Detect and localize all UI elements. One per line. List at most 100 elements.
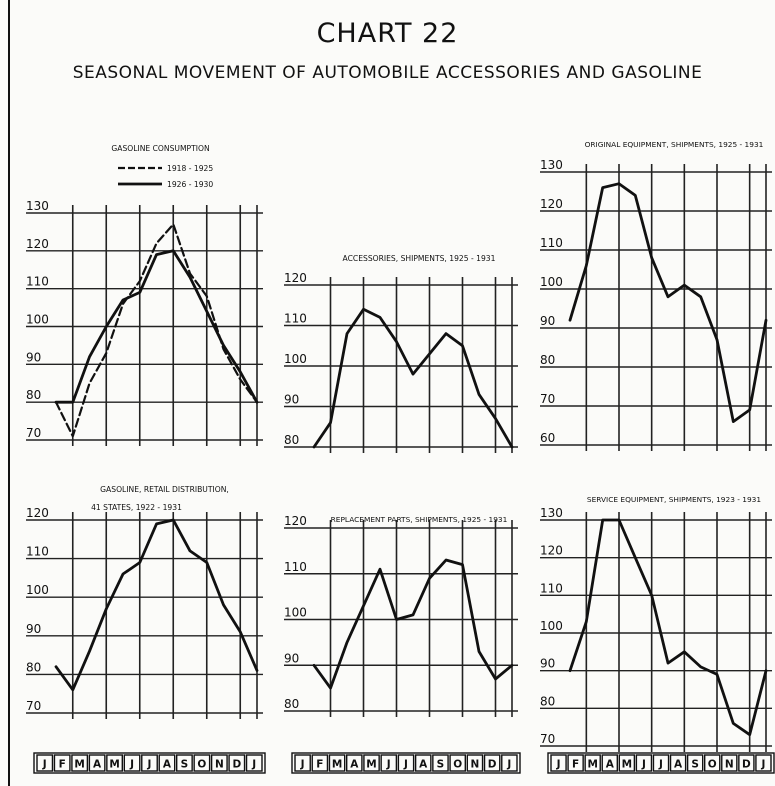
month-box	[686, 754, 704, 772]
month-box	[345, 754, 363, 772]
month-box	[618, 754, 636, 772]
y-tick-label: 90	[284, 393, 299, 407]
month-box	[550, 754, 567, 772]
month-box	[483, 754, 501, 772]
y-tick-label: 70	[26, 426, 41, 440]
month-label: J	[641, 759, 646, 771]
legend-label: 1918 - 1925	[167, 164, 213, 173]
month-box	[228, 754, 246, 772]
month-label: N	[471, 759, 480, 771]
month-label: J	[251, 759, 256, 771]
month-label: F	[572, 759, 579, 771]
month-axis-frame	[547, 752, 775, 774]
y-tick-label: 80	[26, 660, 41, 674]
month-label: F	[59, 759, 66, 771]
month-box	[466, 754, 484, 772]
series-line-1	[54, 223, 259, 438]
y-tick-label: 110	[540, 581, 563, 595]
month-label: J	[129, 759, 134, 771]
month-box	[193, 754, 211, 772]
month-box	[71, 754, 89, 772]
month-box	[601, 754, 619, 772]
month-label: S	[437, 759, 445, 771]
series-line-1	[312, 307, 514, 449]
y-tick-label: 100	[540, 275, 563, 289]
month-box	[567, 754, 584, 772]
panel-title: ACCESSORIES, SHIPMENTS, 1925 - 1931	[343, 254, 496, 263]
month-label: N	[725, 759, 734, 771]
month-box	[669, 754, 687, 772]
month-box	[635, 754, 653, 772]
month-box	[449, 754, 467, 772]
month-box	[245, 754, 263, 772]
y-tick-label: 90	[284, 651, 299, 665]
month-box	[397, 754, 415, 772]
y-tick-label: 80	[540, 694, 555, 708]
y-tick-label: 120	[26, 237, 49, 251]
month-box	[652, 754, 670, 772]
month-box	[106, 754, 124, 772]
y-tick-label: 70	[26, 699, 41, 713]
month-label: A	[93, 759, 102, 771]
series-line-1	[568, 182, 768, 424]
y-tick-label: 130	[26, 199, 49, 213]
month-label: M	[109, 759, 119, 771]
month-label: A	[350, 759, 359, 771]
month-label: A	[419, 759, 428, 771]
chart-panel-6: 70 80 90 100 110 120 130 SERVICE EQUIPMENT, SHI…	[540, 495, 775, 774]
month-box	[738, 754, 755, 772]
month-label: D	[232, 759, 241, 771]
y-tick-label: 80	[540, 353, 555, 367]
y-tick-label: 100	[284, 606, 307, 620]
y-tick-label: 100	[26, 313, 49, 327]
month-box	[311, 754, 329, 772]
month-label: J	[556, 759, 561, 771]
y-tick-label: 60	[540, 431, 555, 445]
month-box	[158, 754, 176, 772]
y-tick-label: 110	[540, 236, 563, 250]
month-box	[141, 754, 158, 772]
y-tick-label: 120	[540, 197, 563, 211]
chart-panel-4: 70 80 90 100 110 120 GASOLINE, RETAIL DISTRIBU…	[26, 485, 266, 774]
month-label: J	[761, 759, 766, 771]
chart-panel-5: 80 90 100 110 120 REPLACEMENT PARTS, SHIPMENT…	[284, 514, 521, 774]
y-tick-label: 120	[284, 514, 307, 528]
month-box	[36, 754, 54, 772]
series-line-2	[54, 249, 259, 404]
y-tick-label: 100	[540, 619, 563, 633]
panel-title: REPLACEMENT PARTS, SHIPMENTS, 1925 - 193…	[331, 515, 508, 524]
month-box	[328, 754, 346, 772]
y-tick-label: 120	[540, 544, 563, 558]
month-box	[501, 754, 518, 772]
month-box	[363, 754, 380, 772]
panel-title: GASOLINE, RETAIL DISTRIBUTION,	[100, 485, 229, 494]
month-label: M	[74, 759, 84, 771]
y-tick-label: 110	[284, 560, 307, 574]
month-box	[294, 754, 311, 772]
month-label: M	[622, 759, 632, 771]
month-box	[123, 754, 141, 772]
y-tick-label: 70	[540, 392, 555, 406]
y-tick-label: 100	[26, 583, 49, 597]
panel-title: ORIGINAL EQUIPMENT, SHIPMENTS, 1925 - 19…	[585, 140, 764, 149]
month-axis-frame	[291, 752, 521, 774]
y-tick-label: 100	[284, 352, 307, 366]
month-label: J	[147, 759, 152, 771]
month-label: J	[386, 759, 391, 771]
month-label: S	[181, 759, 189, 771]
month-label: J	[658, 759, 663, 771]
panel-title: SERVICE EQUIPMENT, SHIPMENTS, 1923 - 193…	[587, 495, 761, 504]
y-tick-label: 70	[540, 732, 555, 746]
y-tick-label: 90	[26, 622, 41, 636]
month-label: O	[197, 759, 206, 771]
month-box	[414, 754, 432, 772]
month-box	[175, 754, 193, 772]
month-label: J	[42, 759, 47, 771]
month-label: A	[674, 759, 683, 771]
month-box	[584, 754, 601, 772]
month-axis-frame	[33, 752, 266, 774]
panel-title: GASOLINE CONSUMPTION	[111, 144, 209, 153]
month-label: D	[742, 759, 751, 771]
y-tick-label: 130	[540, 506, 563, 520]
